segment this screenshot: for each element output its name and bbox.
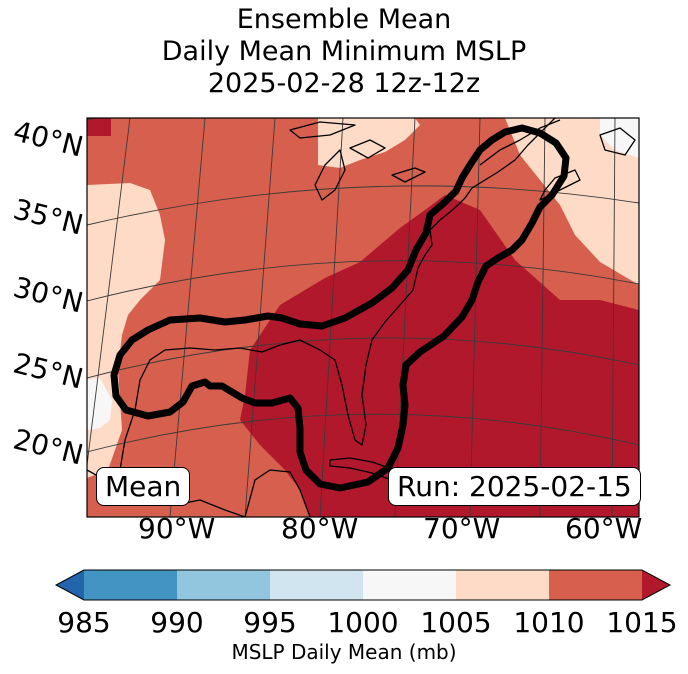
lat-line-35 — [87, 185, 639, 226]
title-line-3: 2025-02-28 12z-12z — [207, 68, 481, 99]
pressure-fill-high-corner — [87, 118, 111, 136]
lat-line-30 — [87, 260, 639, 302]
colorbar-cell-1000 — [363, 570, 457, 600]
colorbar-cell-990 — [177, 570, 271, 600]
colorbar — [54, 569, 672, 601]
pressure-fill-high-core — [240, 195, 639, 517]
colorbar-cell-985 — [84, 570, 178, 600]
colorbar-extend-high — [642, 570, 670, 600]
lon-label-60w: 60°W — [565, 512, 643, 545]
chart-title: Ensemble Mean Daily Mean Minimum MSLP 20… — [0, 4, 688, 100]
map-panel — [87, 118, 639, 517]
colorbar-cell-1010 — [549, 570, 643, 600]
colorbar-cell-995 — [270, 570, 364, 600]
colorbar-tick-990: 990 — [150, 606, 204, 639]
pressure-fill-1005-1010-east — [505, 118, 639, 285]
great-lakes — [289, 121, 426, 201]
lon-line-95 — [87, 118, 131, 466]
colorbar-label: MSLP Daily Mean (mb) — [231, 640, 457, 664]
colorbar-outline — [54, 569, 672, 601]
lon-line-80 — [319, 118, 344, 517]
colorbar-tick-1010: 1010 — [513, 606, 585, 639]
title-line-2: Daily Mean Minimum MSLP — [161, 36, 527, 67]
colorbar-tick-1000: 1000 — [327, 606, 399, 639]
st-lawrence — [479, 119, 561, 166]
colorbar-tick-995: 995 — [243, 606, 297, 639]
map-border — [86, 117, 640, 518]
lat-line-20 — [87, 413, 639, 453]
lat-line-40 — [87, 118, 639, 121]
lon-line-60 — [611, 118, 616, 517]
pressure-fill-1005-1010-northeast — [318, 118, 420, 168]
colorbar-cell-1005 — [456, 570, 550, 600]
lat-line-25 — [87, 337, 639, 379]
run-date-box: Run: 2025-02-15 — [388, 467, 641, 506]
ensemble-label-box: Mean — [96, 467, 191, 506]
colorbar-extend-low — [56, 570, 84, 600]
colorbar-tick-1005: 1005 — [420, 606, 492, 639]
lon-label-90w: 90°W — [138, 512, 216, 545]
title-line-1: Ensemble Mean — [236, 4, 452, 35]
lon-label-70w: 70°W — [423, 512, 501, 545]
yucatan-coast — [244, 469, 311, 517]
colorbar-tick-1015: 1015 — [606, 606, 678, 639]
lon-label-80w: 80°W — [281, 512, 359, 545]
mslp-contour-1015 — [110, 124, 570, 492]
newfoundland — [599, 127, 636, 156]
lon-line-65 — [539, 118, 546, 517]
nova-scotia — [539, 169, 581, 201]
gulf-coast — [119, 118, 556, 471]
colorbar-tick-985: 985 — [57, 606, 111, 639]
